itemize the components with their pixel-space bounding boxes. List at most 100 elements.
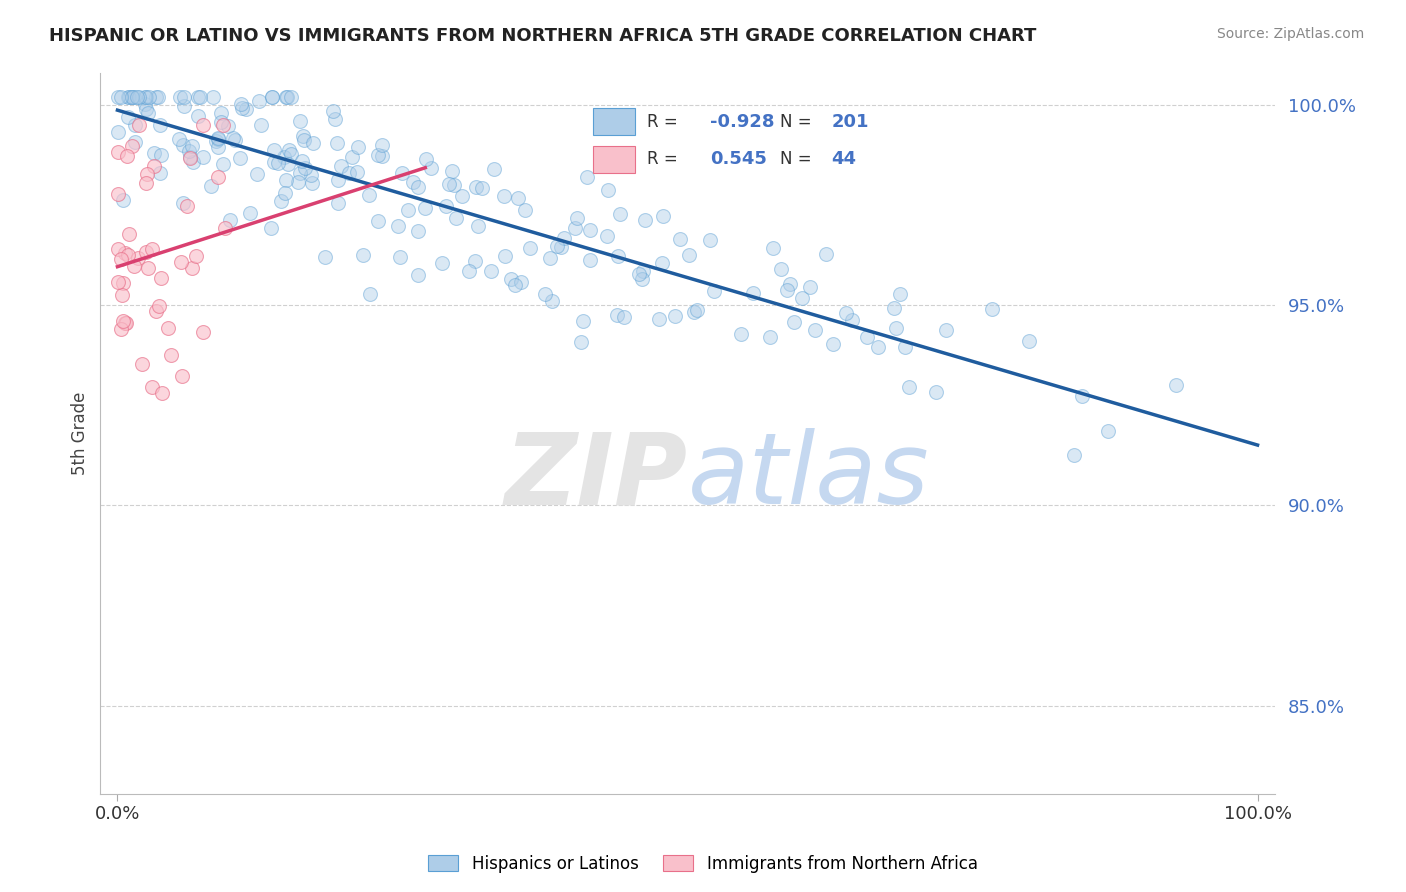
Point (263, 154, 285, 169)
Point (841, 313, 863, 327)
Point (127, 251, 149, 265)
Point (138, 90, 160, 104)
Point (762, 241, 785, 255)
Point (546, 239, 568, 253)
Point (538, 252, 561, 266)
Point (434, 199, 457, 213)
Point (124, 118, 146, 132)
Point (124, 135, 146, 149)
Point (664, 310, 686, 324)
Point (575, 169, 598, 184)
Point (117, 90, 139, 104)
Point (172, 138, 194, 153)
Point (437, 177, 460, 191)
Point (134, 96, 156, 111)
Point (291, 153, 314, 168)
Point (207, 169, 229, 184)
Point (685, 303, 707, 318)
Point (176, 199, 198, 213)
Point (821, 336, 844, 351)
Point (181, 138, 204, 153)
Point (117, 248, 139, 262)
Point (387, 219, 409, 234)
Point (330, 159, 353, 173)
Point (231, 96, 253, 111)
Point (179, 150, 201, 164)
Text: N =: N = (780, 113, 811, 131)
Point (107, 125, 129, 139)
Point (115, 149, 138, 163)
Point (408, 268, 430, 282)
Point (499, 272, 522, 286)
Point (759, 330, 782, 344)
Point (121, 138, 143, 153)
Point (274, 90, 297, 104)
Point (1018, 334, 1040, 349)
Point (135, 90, 157, 104)
Point (628, 267, 651, 281)
Text: 44: 44 (831, 150, 856, 168)
Point (179, 145, 201, 159)
Point (107, 242, 129, 256)
Point (479, 264, 502, 278)
Point (359, 287, 381, 301)
Point (187, 90, 209, 104)
Point (146, 90, 169, 104)
Point (209, 106, 232, 120)
Point (128, 90, 150, 104)
Point (143, 145, 166, 160)
Point (367, 213, 389, 227)
Point (143, 159, 166, 173)
Point (247, 94, 270, 108)
Point (326, 136, 349, 150)
Point (214, 220, 236, 235)
Point (222, 131, 245, 145)
Point (699, 233, 721, 247)
Point (267, 155, 290, 169)
Point (273, 150, 295, 164)
Point (613, 310, 636, 324)
Point (783, 315, 806, 329)
Point (419, 161, 441, 176)
Point (471, 181, 494, 195)
Point (122, 259, 145, 273)
Point (678, 248, 700, 262)
Point (207, 130, 229, 145)
Point (118, 90, 141, 104)
Point (464, 179, 486, 194)
Point (191, 325, 214, 339)
Point (111, 288, 134, 302)
Text: ZIP: ZIP (505, 428, 688, 525)
Point (347, 140, 370, 154)
Point (815, 247, 838, 261)
Point (273, 186, 295, 200)
Point (212, 118, 235, 132)
Point (218, 213, 240, 227)
Point (391, 166, 413, 180)
Point (564, 221, 586, 235)
Point (280, 147, 302, 161)
Point (388, 250, 411, 264)
Point (770, 262, 793, 277)
Point (128, 118, 150, 132)
Point (141, 380, 163, 394)
Point (866, 340, 889, 354)
Point (540, 294, 562, 309)
Point (262, 90, 284, 104)
Point (145, 304, 167, 318)
Point (207, 140, 229, 154)
Point (323, 112, 346, 127)
Point (443, 178, 465, 192)
Point (250, 118, 273, 132)
Point (402, 175, 425, 189)
Point (184, 249, 207, 263)
Text: atlas: atlas (688, 428, 929, 525)
Point (1071, 389, 1094, 403)
Point (519, 241, 541, 255)
Point (135, 167, 157, 181)
Point (122, 90, 145, 104)
Point (301, 176, 323, 190)
Point (107, 275, 129, 289)
Point (884, 320, 907, 334)
Point (179, 151, 201, 165)
